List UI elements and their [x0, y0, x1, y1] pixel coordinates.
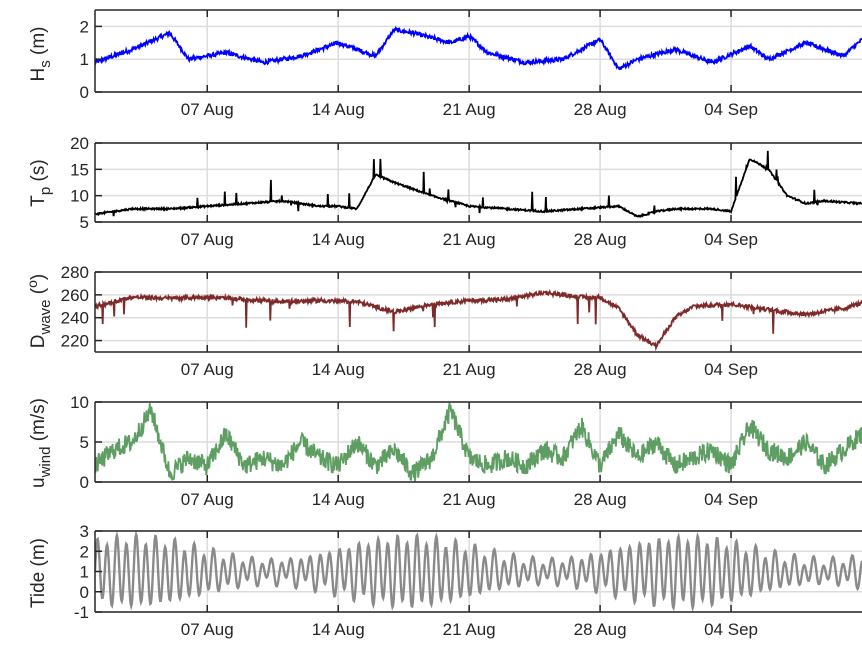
y-axis-label-main: Tide (m) [28, 538, 49, 608]
y-tick-label: 15 [70, 160, 89, 179]
y-axis-label-sub: p [37, 187, 54, 195]
x-tick-label: 04 Sep [704, 360, 758, 379]
series-line [95, 25, 862, 71]
y-tick-label: 240 [61, 309, 89, 328]
x-tick-label: 28 Aug [574, 230, 627, 249]
y-axis-label-unit: (m) [28, 27, 49, 61]
y-axis-label-unit-close: ) [28, 274, 49, 280]
x-tick-label: 07 Aug [181, 360, 234, 379]
x-tick-label: 14 Aug [312, 100, 365, 119]
y-axis-label-main: T [28, 195, 49, 207]
x-tick-label: 14 Aug [312, 490, 365, 509]
y-axis-label-sub: s [37, 60, 54, 68]
x-tick-label: 07 Aug [181, 100, 234, 119]
x-tick-label: 14 Aug [312, 620, 365, 639]
y-tick-label: 20 [70, 134, 89, 153]
series-line [95, 150, 862, 219]
x-tick-label: 21 Aug [443, 100, 496, 119]
x-tick-label: 21 Aug [443, 620, 496, 639]
y-tick-label: 0 [80, 83, 89, 102]
y-tick-label: 2 [80, 17, 89, 36]
y-axis-label: Tp (s) [28, 159, 54, 206]
x-tick-label: 07 Aug [181, 490, 234, 509]
y-axis-label-unit: ( [28, 287, 49, 299]
x-tick-label: 04 Sep [704, 100, 758, 119]
x-tick-label: 28 Aug [574, 490, 627, 509]
x-tick-label: 21 Aug [443, 490, 496, 509]
y-axis-label: Hs (m) [28, 27, 54, 82]
y-axis-label-main: D [28, 335, 49, 349]
panel-1: 0 1 2 07 Aug 14 Aug 21 Aug 28 Aug 04 Sep Hs (m) [28, 9, 862, 119]
y-tick-label: 0 [80, 583, 89, 602]
y-tick-label: 220 [61, 332, 89, 351]
x-tick-label: 14 Aug [312, 360, 365, 379]
x-tick-label: 04 Sep [704, 620, 758, 639]
y-axis-label-main: u [28, 477, 49, 488]
y-tick-label: 0 [80, 473, 89, 492]
y-tick-label: 1 [80, 563, 89, 582]
panel-2: 5 10 15 20 07 Aug 14 Aug 21 Aug 28 Aug 04 Sep Tp … [28, 134, 862, 249]
y-tick-label: 280 [61, 263, 89, 282]
x-tick-label: 04 Sep [704, 230, 758, 249]
series-line [95, 402, 862, 482]
y-axis-label-sub: wind [37, 447, 54, 479]
y-tick-label: -1 [74, 603, 89, 622]
y-tick-label: 260 [61, 286, 89, 305]
y-tick-label: 1 [80, 50, 89, 69]
y-axis-label-main: H [28, 68, 49, 82]
x-tick-label: 07 Aug [181, 620, 234, 639]
x-tick-label: 14 Aug [312, 230, 365, 249]
y-tick-label: 3 [80, 522, 89, 541]
y-axis-label-unit: (s) [28, 159, 49, 186]
y-axis-label-sub: wave [37, 299, 54, 335]
y-axis-label: uwind (m/s) [28, 398, 54, 488]
y-tick-label: 10 [70, 187, 89, 206]
y-tick-label: 5 [80, 433, 89, 452]
y-tick-label: 2 [80, 542, 89, 561]
y-axis-label: Tide (m) [28, 538, 49, 608]
x-tick-label: 21 Aug [443, 230, 496, 249]
y-axis-label-unit-sup: o [24, 280, 40, 288]
y-tick-label: 10 [70, 393, 89, 412]
x-tick-label: 21 Aug [443, 360, 496, 379]
series-line [95, 288, 862, 352]
x-tick-label: 28 Aug [574, 360, 627, 379]
y-axis-label: Dwave (o) [24, 274, 54, 349]
y-tick-label: 5 [80, 213, 89, 232]
panel-4: 0 5 10 07 Aug 14 Aug 21 Aug 28 Aug 04 Sep uwind … [28, 393, 862, 509]
panel-5: -101 23 07 Aug 14 Aug 21 Aug 28 Aug 04 Sep Tide… [28, 522, 862, 639]
x-tick-label: 28 Aug [574, 100, 627, 119]
panel-3: 220 240 260 280 07 Aug 14 Aug 21 Aug 28 Aug 04 S… [24, 263, 862, 379]
x-tick-label: 04 Sep [704, 490, 758, 509]
series-line [95, 531, 862, 612]
x-tick-label: 07 Aug [181, 230, 234, 249]
y-axis-label-unit: (m/s) [28, 398, 49, 447]
x-tick-label: 28 Aug [574, 620, 627, 639]
